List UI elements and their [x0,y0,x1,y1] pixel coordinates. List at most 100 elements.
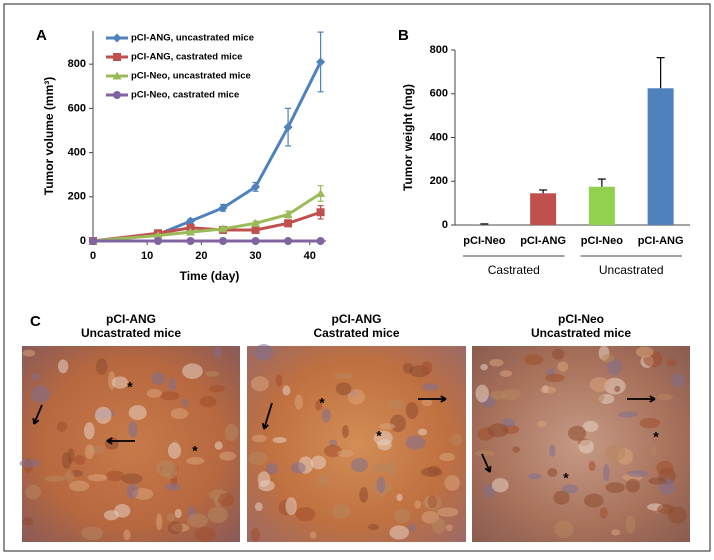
cell [421,360,433,375]
cell [437,507,459,517]
x-axis-title: Time (day) [180,269,240,283]
cell [451,433,462,446]
cell [321,408,331,423]
bar [647,88,674,225]
cell [545,373,565,383]
cell [61,451,72,469]
cell [614,385,621,393]
cell [527,473,542,480]
cell [610,529,621,536]
arrow-head [261,422,269,430]
cell [182,363,203,379]
cell [396,493,403,502]
cell [540,386,557,394]
cell [567,425,587,441]
cell [207,506,229,524]
cell [81,526,104,541]
cell [405,435,426,450]
cell [561,484,579,494]
cell [333,372,353,380]
cell [388,459,398,477]
marker [153,230,163,239]
marker [186,237,195,245]
cell [405,402,419,420]
cell [656,460,674,475]
marker [251,225,260,234]
panel-label: A [36,27,47,44]
cell [331,504,351,519]
cell [650,445,657,457]
cell [552,348,565,360]
cell [126,483,139,499]
cell [22,517,34,526]
cell [408,523,416,532]
cell [194,527,217,543]
marker [154,237,163,245]
cell [258,480,275,492]
x-tick-label: pCI-ANG [638,235,684,247]
arrow-head [32,417,40,425]
cell [547,467,558,477]
cell [582,420,599,432]
cell [557,361,569,372]
y-axis-title: Tumor weight (mg) [401,84,415,191]
cell [499,370,513,377]
cell [250,376,269,392]
cell [414,500,422,509]
cell [599,507,608,519]
marker [186,227,196,236]
cell [25,484,42,500]
arrow-head [440,395,447,403]
cell [377,439,392,451]
cell [420,467,443,477]
cell [491,478,509,493]
cell [421,383,440,391]
cell [512,446,520,453]
cell [205,370,220,377]
annotation: * [653,429,659,445]
cell [151,371,165,386]
bar [530,193,557,225]
cell [95,358,108,375]
cell [606,358,622,376]
cell [604,377,626,395]
arrow [481,453,491,473]
cell [589,377,610,392]
cell [427,495,437,509]
cell [294,394,303,410]
cell [444,475,460,491]
cell [83,422,95,440]
y-tick-label: 200 [430,175,448,187]
cell [605,444,626,462]
cell [657,393,674,401]
cell [166,512,176,522]
cell [323,444,342,458]
cell [123,529,131,541]
image-subtitle: Uncastrated mice [81,326,181,340]
cell [635,346,654,358]
cell [103,510,119,521]
cell [168,442,182,459]
cell [164,483,181,491]
annotation: * [319,395,325,411]
cell [553,490,570,505]
cell [84,444,95,460]
cell [315,400,323,411]
y-tick-label: 800 [68,58,86,70]
cell [549,444,556,458]
marker [316,57,326,67]
cell [480,363,488,371]
y-tick-label: 400 [430,131,448,143]
y-tick-label: 600 [68,102,86,114]
legend-label: pCI-ANG, castrated mice [131,52,242,63]
cell [94,406,112,424]
cell [170,408,189,420]
cell [617,411,638,418]
x-tick-label: 10 [141,250,153,262]
cell [19,459,41,468]
cell [187,513,208,528]
cell [583,493,604,508]
cell [648,477,667,485]
cell [367,523,379,531]
cell [379,423,396,430]
